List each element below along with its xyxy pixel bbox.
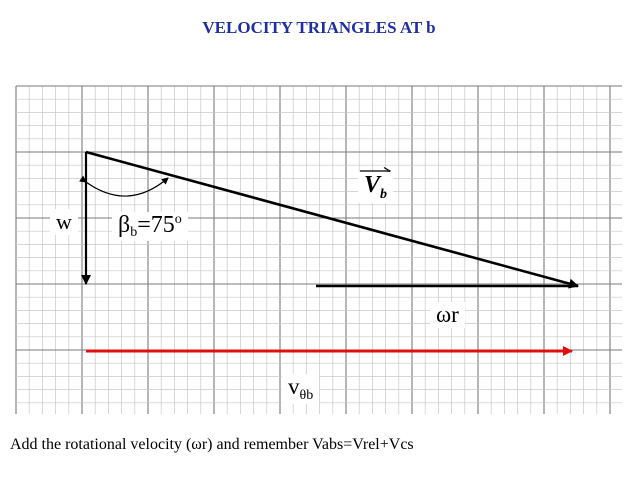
page-title: VELOCITY TRIANGLES AT b (202, 18, 436, 37)
caption-text: Add the rotational velocity (ωr) and rem… (10, 436, 414, 453)
beta-value: =75 (137, 212, 175, 238)
beta-degree: o (174, 212, 182, 227)
omega-r-label: ωr (430, 302, 465, 328)
beta-symbol: β (118, 212, 131, 238)
grid-background (15, 85, 622, 414)
w-label: w (50, 209, 78, 235)
vb-label: Vb (358, 172, 394, 203)
vb-subscript: b (380, 187, 388, 202)
vb-main: V (364, 172, 381, 198)
vtheta-main: v (288, 374, 300, 399)
vb-vector (85, 150, 579, 289)
beta-angle-label: βb=75o (112, 212, 188, 241)
vtheta-subscript: θb (299, 388, 314, 403)
beta-subscript: b (130, 225, 138, 240)
vtheta-label: vθb (282, 374, 320, 404)
beta-angle-arc (79, 175, 169, 197)
